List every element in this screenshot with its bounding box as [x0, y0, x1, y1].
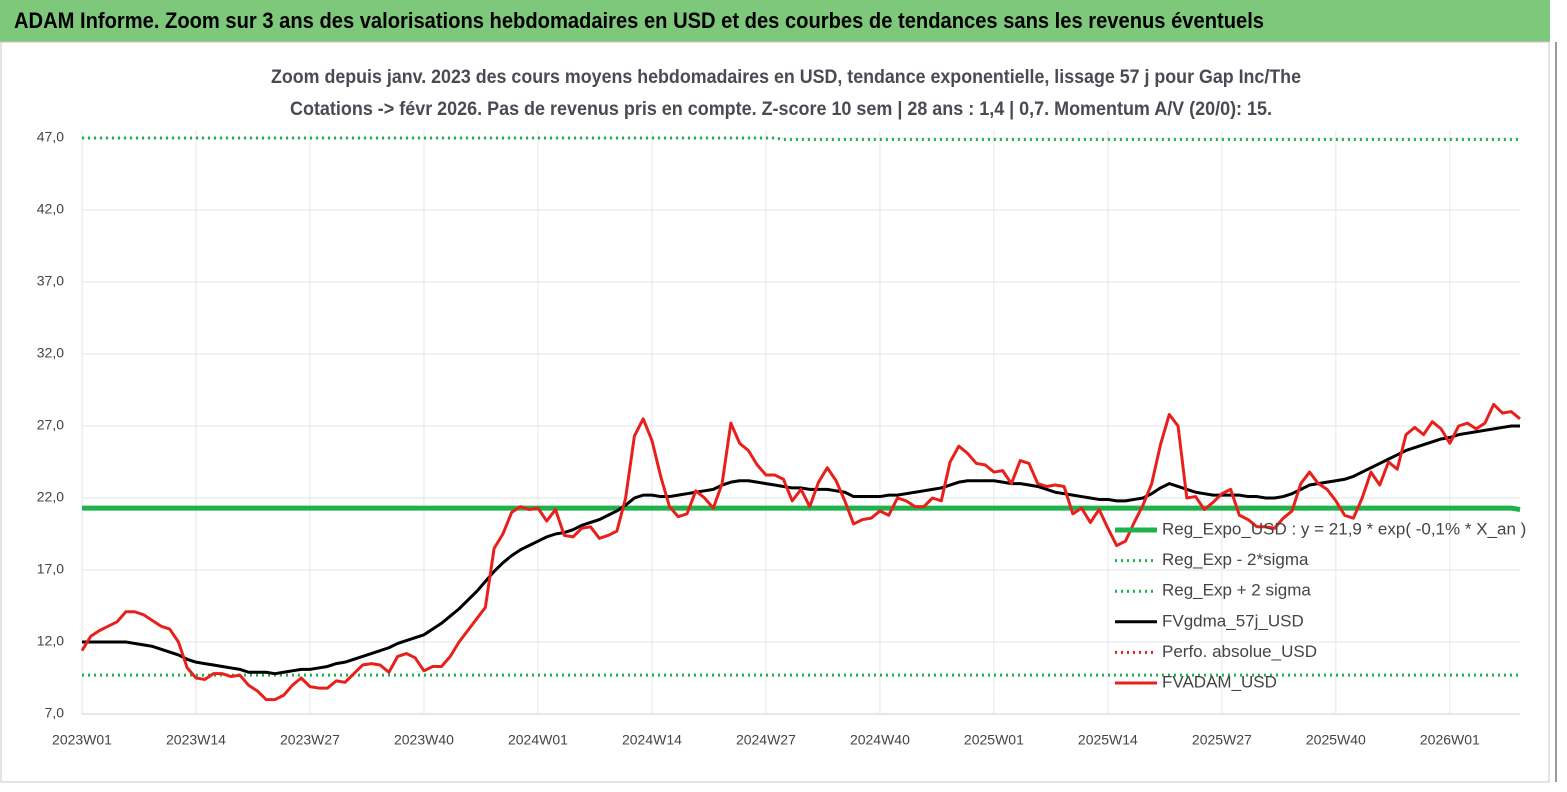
- legend-label: Reg_Expo_USD : y = 21,9 * exp( -0,1% * X…: [1162, 519, 1526, 538]
- chart-subtitle: Cotations -> févr 2026. Pas de revenus p…: [290, 99, 1272, 120]
- y-tick-label: 47,0: [37, 129, 64, 145]
- y-tick-label: 22,0: [37, 489, 64, 505]
- x-tick-label: 2023W40: [394, 732, 454, 748]
- x-tick-label: 2024W40: [850, 732, 910, 748]
- x-tick-label: 2024W14: [622, 732, 682, 748]
- y-tick-label: 17,0: [37, 561, 64, 577]
- x-tick-label: 2025W01: [964, 732, 1024, 748]
- y-tick-label: 12,0: [37, 633, 64, 649]
- x-tick-label: 2024W27: [736, 732, 796, 748]
- series-line: [80, 402, 1521, 702]
- series-line: [82, 505, 1521, 512]
- legend-label: FVADAM_USD: [1162, 672, 1277, 691]
- legend-label: Reg_Exp + 2 sigma: [1162, 581, 1311, 600]
- y-tick-label: 37,0: [37, 273, 64, 289]
- y-tick-label: 27,0: [37, 417, 64, 433]
- y-tick-label: 7,0: [45, 705, 65, 721]
- header-title: ADAM Informe. Zoom sur 3 ans des valoris…: [14, 8, 1264, 33]
- y-tick-label: 32,0: [37, 345, 64, 361]
- x-tick-label: 2026W01: [1420, 732, 1480, 748]
- legend-label: Reg_Exp - 2*sigma: [1162, 550, 1309, 569]
- header-band: [0, 0, 1550, 42]
- x-tick-label: 2023W27: [280, 732, 340, 748]
- x-tick-label: 2023W14: [166, 732, 226, 748]
- x-tick-label: 2024W01: [508, 732, 568, 748]
- y-tick-label: 42,0: [37, 201, 64, 217]
- x-tick-label: 2023W01: [52, 732, 112, 748]
- x-tick-label: 2025W14: [1078, 732, 1138, 748]
- legend-label: Perfo. absolue_USD: [1162, 642, 1317, 661]
- chart-title: Zoom depuis janv. 2023 des cours moyens …: [271, 67, 1301, 88]
- x-tick-label: 2025W27: [1192, 732, 1252, 748]
- chart-frame: [0, 41, 1550, 783]
- x-tick-label: 2025W40: [1306, 732, 1366, 748]
- legend-label: FVgdma_57j_USD: [1162, 611, 1304, 630]
